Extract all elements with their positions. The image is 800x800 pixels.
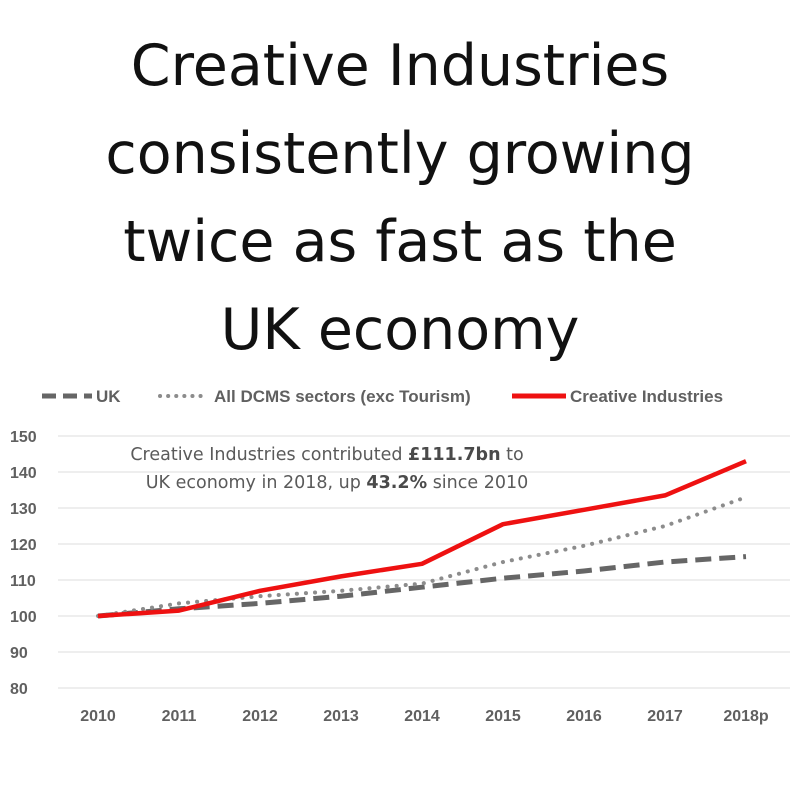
y-tick-label-140: 140 bbox=[10, 465, 37, 482]
chart-legend: UK All DCMS sectors (exc Tourism) Creati… bbox=[42, 387, 723, 406]
y-tick-label-120: 120 bbox=[10, 537, 37, 554]
x-tick-label-2012: 2012 bbox=[242, 708, 278, 725]
title-line-4: UK economy bbox=[220, 297, 580, 363]
y-tick-label-80: 80 bbox=[10, 681, 28, 698]
x-axis: 2010 2011 2012 2013 2014 2015 2016 2017 2018p bbox=[80, 708, 769, 725]
x-tick-label-2011: 2011 bbox=[162, 708, 197, 725]
annotation-line-2: UK economy in 2018, up 43.2% since 2010 bbox=[146, 473, 529, 493]
title-line-1: Creative Industries bbox=[130, 33, 670, 99]
title-line-2: consistently growing bbox=[105, 121, 695, 187]
x-tick-label-2014: 2014 bbox=[404, 708, 440, 725]
y-tick-label-110: 110 bbox=[10, 573, 36, 590]
title-line-3: twice as fast as the bbox=[123, 209, 677, 275]
legend-label-uk: UK bbox=[96, 387, 121, 406]
x-tick-label-2016: 2016 bbox=[566, 708, 602, 725]
x-tick-label-2010: 2010 bbox=[80, 708, 116, 725]
x-tick-label-2015: 2015 bbox=[485, 708, 521, 725]
series-line-creative bbox=[97, 459, 747, 619]
x-tick-label-2017: 2017 bbox=[647, 708, 683, 725]
series-line-uk bbox=[97, 554, 747, 619]
y-tick-label-90: 90 bbox=[10, 645, 28, 662]
y-tick-label-100: 100 bbox=[10, 609, 37, 626]
x-tick-label-2013: 2013 bbox=[323, 708, 359, 725]
annotation-line-1: Creative Industries contributed £111.7bn… bbox=[130, 445, 523, 465]
page-title: Creative Industries consistently growing… bbox=[0, 22, 800, 374]
line-chart: UK All DCMS sectors (exc Tourism) Creati… bbox=[10, 387, 790, 725]
y-tick-label-130: 130 bbox=[10, 501, 37, 518]
series-line-dcms bbox=[96, 495, 748, 618]
y-tick-label-150: 150 bbox=[10, 429, 37, 446]
gridlines bbox=[58, 435, 790, 689]
series-lines bbox=[96, 459, 748, 619]
legend-label-creative: Creative Industries bbox=[570, 387, 723, 406]
x-tick-label-2018p: 2018p bbox=[723, 708, 769, 725]
y-axis: 150 140 130 120 110 100 90 80 bbox=[10, 429, 37, 698]
legend-label-dcms: All DCMS sectors (exc Tourism) bbox=[214, 387, 471, 406]
